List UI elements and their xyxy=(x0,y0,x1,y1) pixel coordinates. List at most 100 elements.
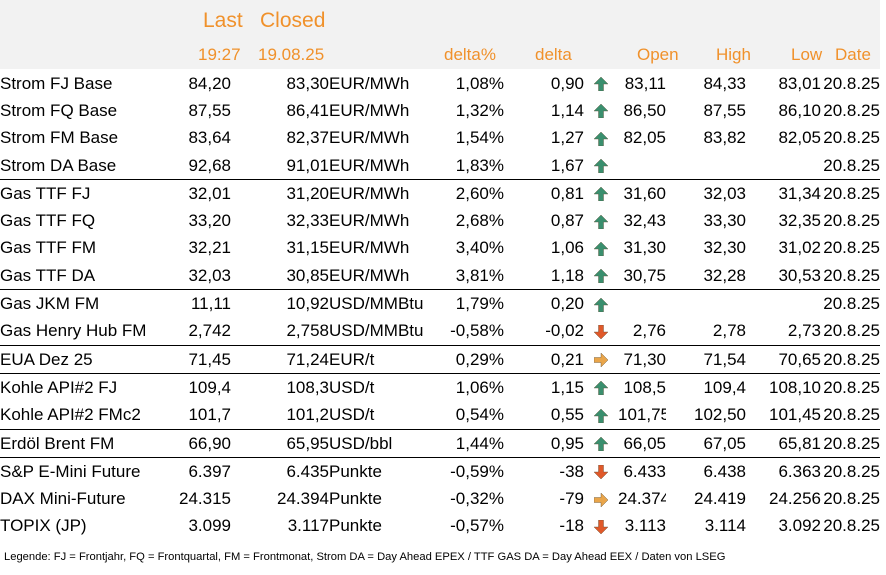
last-value: 3.099 xyxy=(188,516,231,536)
instrument-name: Gas TTF DA xyxy=(0,265,96,285)
delta-percent: 2,68% xyxy=(455,211,504,231)
delta-value: 0,55 xyxy=(550,405,584,425)
open-value: 71,30 xyxy=(618,344,666,374)
delta-value: 1,06 xyxy=(550,238,584,258)
unit: EUR/MWh xyxy=(329,265,410,285)
closed-value: 2,758 xyxy=(286,321,329,341)
open-value: 6.433 xyxy=(618,457,666,486)
closed-value: 31,15 xyxy=(286,238,329,258)
instrument-name: EUA Dez 25 xyxy=(0,344,175,374)
instrument-name: Strom FM Base xyxy=(0,128,119,148)
low-value: 86,10 xyxy=(778,100,821,120)
date-value: 20.8.25 xyxy=(823,405,880,425)
delta-percent: 3,40% xyxy=(455,238,504,258)
date-value: 20.8.25 xyxy=(823,155,880,175)
instrument-name: Gas JKM FM xyxy=(0,289,175,318)
last-value: 2,742 xyxy=(188,321,231,341)
high-value: 2,78 xyxy=(712,321,746,341)
high-value xyxy=(666,152,746,180)
instrument-name: Kohle API#2 FMc2 xyxy=(0,405,141,425)
trend xyxy=(584,262,618,290)
closed-value: 10,92 xyxy=(231,289,329,318)
last-value: 83,64 xyxy=(188,128,231,148)
trend xyxy=(584,235,618,262)
low-value: 30,53 xyxy=(778,265,821,285)
last-value: 6.397 xyxy=(175,457,231,486)
quotes-table: Strom FJ Base 84,20 83,30 EUR/MWh 1,08% 0,90 8… xyxy=(0,70,880,540)
open-value: 2,76 xyxy=(632,321,666,341)
trend xyxy=(584,318,618,346)
low-value xyxy=(746,152,821,180)
last-value: 87,55 xyxy=(188,100,231,120)
unit: EUR/MWh xyxy=(329,73,410,93)
unit: USD/MMBtu xyxy=(329,289,434,318)
arrow-up-icon xyxy=(594,159,608,174)
closed-value: 108,3 xyxy=(231,373,329,402)
table-row: DAX Mini-Future 24.315 24.394 Punkte -0,32% -… xyxy=(0,485,880,512)
delta-header: delta xyxy=(535,45,572,64)
arrow-up-icon xyxy=(594,241,608,256)
delta-value: -0,02 xyxy=(545,321,584,341)
low-value xyxy=(746,289,821,318)
open-value: 66,05 xyxy=(618,428,666,458)
high-value xyxy=(666,289,746,318)
arrow-up-icon xyxy=(594,269,608,284)
date-value: 20.8.25 xyxy=(823,516,880,536)
high-value: 102,50 xyxy=(694,405,746,425)
trend xyxy=(584,402,618,430)
last-value: 32,21 xyxy=(188,238,231,258)
low-value: 31,34 xyxy=(746,179,821,208)
arrow-up-icon xyxy=(594,77,608,92)
last-value: 92,68 xyxy=(188,155,231,175)
arrow-up-icon xyxy=(594,104,608,119)
unit: Punkte xyxy=(329,516,382,536)
low-value: 31,02 xyxy=(778,238,821,258)
date-value: 20.8.25 xyxy=(821,344,880,374)
table-row: Gas TTF DA 32,03 30,85 EUR/MWh 3,81% 1,18 30,7… xyxy=(0,262,880,290)
table-row: Gas Henry Hub FM 2,742 2,758 USD/MMBtu -0,58… xyxy=(0,318,880,346)
instrument-name: Strom DA Base xyxy=(0,155,117,175)
open-value: 24.374 xyxy=(618,489,666,509)
closed-value: 32,33 xyxy=(286,211,329,231)
instrument-name: Gas Henry Hub FM xyxy=(0,321,147,341)
last-value: 32,03 xyxy=(188,265,231,285)
table-row: Gas TTF FQ 33,20 32,33 EUR/MWh 2,68% 0,87 32,4… xyxy=(0,207,880,234)
high-value: 84,33 xyxy=(703,73,746,93)
delta-percent: -0,59% xyxy=(434,457,504,486)
date-value: 20.8.25 xyxy=(823,100,880,120)
last-value: 84,20 xyxy=(188,73,231,93)
low-header: Low xyxy=(791,45,823,64)
open-value: 30,75 xyxy=(623,265,666,285)
open-value: 31,30 xyxy=(623,238,666,258)
arrow-up-icon xyxy=(594,214,608,229)
table-row: TOPIX (JP) 3.099 3.117 Punkte -0,57% -18 3.113… xyxy=(0,513,880,540)
last-value: 66,90 xyxy=(175,428,231,458)
unit: Punkte xyxy=(329,489,382,509)
trend xyxy=(584,485,618,512)
delta-percent: 1,06% xyxy=(434,373,504,402)
high-value: 109,4 xyxy=(666,373,746,402)
delta-percent: 1,79% xyxy=(434,289,504,318)
high-value: 67,05 xyxy=(666,428,746,458)
unit: USD/t xyxy=(329,405,375,425)
closed-value: 30,85 xyxy=(286,265,329,285)
closed-value: 91,01 xyxy=(286,155,329,175)
delta-percent: 0,54% xyxy=(455,405,504,425)
date-value: 20.8.25 xyxy=(821,457,880,486)
date-value: 20.8.25 xyxy=(823,238,880,258)
closed-value: 31,20 xyxy=(231,179,329,208)
last-value: 71,45 xyxy=(175,344,231,374)
closed-value: 101,2 xyxy=(286,405,329,425)
arrow-up-icon xyxy=(594,187,608,202)
unit: EUR/MWh xyxy=(329,211,410,231)
delta-value: 0,20 xyxy=(504,289,584,318)
arrow-down-icon xyxy=(594,465,608,480)
arrow-up-icon xyxy=(594,408,608,423)
trend xyxy=(584,125,618,152)
instrument-name: DAX Mini-Future xyxy=(0,489,126,509)
table-row: Strom FJ Base 84,20 83,30 EUR/MWh 1,08% 0,90 8… xyxy=(0,70,880,97)
delta-value: 1,67 xyxy=(550,155,584,175)
table-row: Erdöl Brent FM 66,90 65,95 USD/bbl 1,44% 0,95… xyxy=(0,428,880,458)
low-value: 3.092 xyxy=(778,516,821,536)
high-value: 87,55 xyxy=(703,100,746,120)
